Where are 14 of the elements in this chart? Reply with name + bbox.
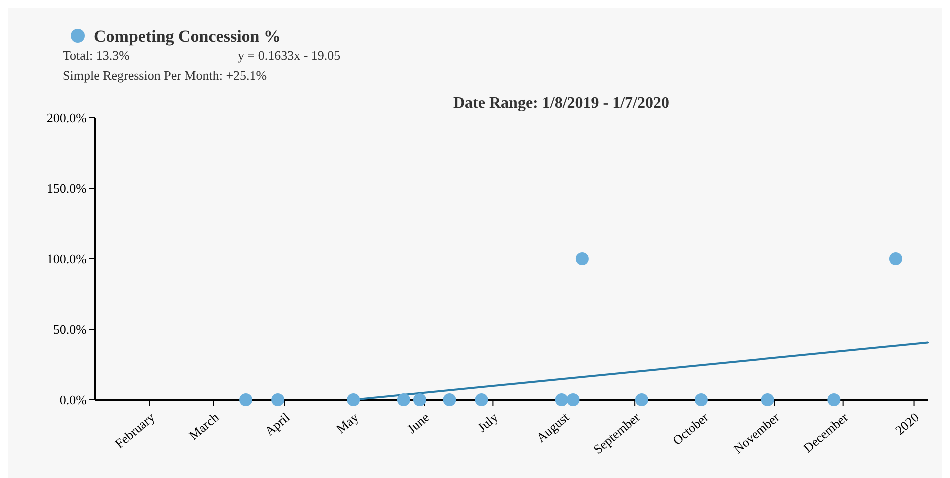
x-tick-label: June xyxy=(404,410,432,437)
legend-label: Competing Concession % xyxy=(94,27,282,46)
y-tick-label: 200.0% xyxy=(46,110,88,126)
text: Total: 13.3% xyxy=(63,48,130,63)
y-tick-label: 150.0% xyxy=(46,181,88,196)
y-tick-label: 0.0% xyxy=(60,392,88,408)
text: Simple Regression Per Month: +25.1% xyxy=(63,68,268,83)
x-tick-label: July xyxy=(474,409,502,436)
chart-title: Date Range: 1/8/2019 - 1/7/2020 xyxy=(454,95,670,112)
text: y = 0.1633x - 19.05 xyxy=(238,48,341,63)
y-tick-label: 50.0% xyxy=(53,322,88,338)
x-tick-label: May xyxy=(333,409,362,437)
x-tick-label: 2020 xyxy=(892,410,922,438)
y-tick-label: 100.0% xyxy=(46,252,88,267)
